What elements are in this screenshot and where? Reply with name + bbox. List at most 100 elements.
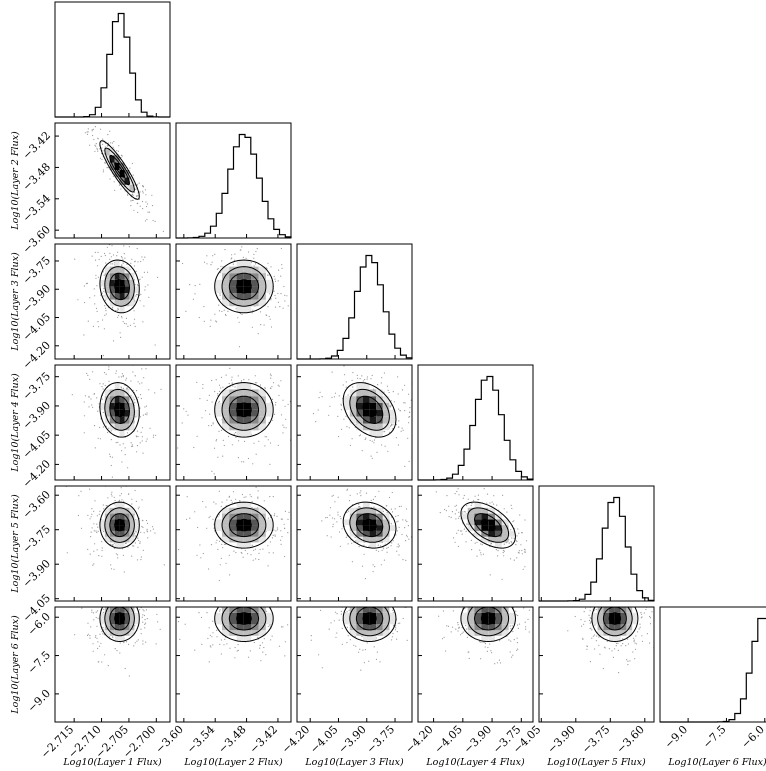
- sample-point: [622, 638, 624, 640]
- sample-point: [232, 491, 235, 493]
- sample-point: [381, 598, 382, 599]
- sample-point: [261, 604, 262, 605]
- sample-point: [234, 386, 236, 388]
- sample-point: [338, 347, 339, 348]
- sample-point: [115, 310, 117, 312]
- density-bin: [104, 396, 110, 403]
- sample-point: [259, 644, 261, 647]
- density-bin: [236, 389, 244, 397]
- density-bin: [369, 630, 377, 636]
- sample-point: [407, 525, 409, 527]
- sample-point: [137, 546, 139, 548]
- sample-point: [377, 384, 379, 386]
- contour-2-sigma: [342, 382, 397, 438]
- sample-point: [603, 597, 604, 598]
- density-3-2: [176, 244, 318, 348]
- panel-5-1: −4.05−3.90−3.75−3.60: [20, 485, 171, 625]
- sample-point: [112, 544, 114, 546]
- sample-point: [346, 426, 348, 428]
- sample-point: [339, 515, 341, 518]
- sample-point: [211, 401, 213, 403]
- density-bin: [481, 507, 489, 514]
- sample-point: [146, 603, 147, 604]
- sample-point: [101, 292, 103, 294]
- sample-point: [354, 575, 355, 576]
- sample-point: [97, 647, 99, 650]
- sample-point: [332, 583, 333, 584]
- density-bin: [222, 299, 230, 307]
- density-bin: [222, 266, 230, 274]
- sample-point: [103, 295, 105, 297]
- sample-point: [284, 405, 286, 407]
- density-bin: [632, 618, 638, 625]
- y-tick-label: −3.60: [20, 223, 53, 256]
- sample-point: [135, 293, 138, 296]
- density-bin: [124, 177, 130, 185]
- sample-point: [461, 533, 463, 535]
- sample-point: [574, 615, 576, 618]
- sample-point: [392, 540, 394, 542]
- contour-1-sigma: [355, 513, 384, 538]
- density-bin: [382, 618, 390, 625]
- sample-point: [206, 527, 208, 529]
- density-bin: [222, 279, 230, 287]
- sample-point: [277, 292, 279, 295]
- density-bin: [382, 513, 390, 520]
- sample-point: [515, 610, 517, 612]
- sample-point: [179, 638, 181, 641]
- sample-point: [202, 383, 204, 386]
- sample-point: [110, 439, 112, 441]
- sample-point: [287, 305, 289, 307]
- density-bin: [214, 525, 222, 531]
- density-bin: [114, 519, 120, 526]
- sample-point: [154, 392, 156, 394]
- sample-point: [141, 519, 143, 521]
- sample-point: [225, 543, 227, 546]
- sample-point: [352, 591, 353, 592]
- sample-point: [597, 597, 598, 598]
- sample-point: [234, 361, 235, 362]
- sample-point: [275, 297, 277, 299]
- sample-point: [131, 503, 133, 505]
- density-bin: [467, 507, 475, 514]
- contour-0.5-sigma: [114, 518, 125, 532]
- sample-point: [317, 269, 318, 270]
- sample-point: [212, 423, 214, 425]
- sample-point: [95, 605, 96, 606]
- sample-point: [348, 500, 351, 502]
- sample-point: [364, 578, 366, 580]
- sample-point: [371, 374, 373, 377]
- density-bin: [609, 607, 615, 608]
- sample-point: [142, 259, 144, 261]
- sample-point: [116, 650, 118, 652]
- sample-point: [635, 643, 638, 645]
- sample-point: [381, 549, 383, 552]
- sample-point: [398, 420, 400, 422]
- sample-point: [101, 386, 103, 388]
- density-bin: [251, 293, 259, 300]
- sample-point: [599, 574, 600, 575]
- sample-point: [461, 603, 462, 604]
- sample-point: [256, 382, 258, 384]
- density-bin: [376, 513, 383, 520]
- sample-point: [304, 626, 305, 627]
- density-5-3: [321, 488, 412, 580]
- sample-point: [99, 510, 101, 512]
- density-bin: [363, 607, 370, 613]
- sample-point: [265, 610, 268, 612]
- density-bin: [620, 624, 627, 631]
- density-bin: [114, 630, 120, 636]
- sample-point: [468, 589, 469, 590]
- density-bin: [119, 299, 125, 307]
- sample-point: [275, 530, 277, 532]
- sample-point: [393, 625, 395, 627]
- sample-point: [365, 437, 367, 439]
- sample-point: [334, 518, 336, 520]
- sample-point: [269, 442, 272, 444]
- sample-point: [141, 427, 144, 429]
- density-bin: [229, 403, 237, 410]
- density-bin: [258, 607, 266, 608]
- sample-point: [321, 667, 323, 669]
- sample-point: [253, 253, 255, 255]
- density-bin: [258, 618, 266, 625]
